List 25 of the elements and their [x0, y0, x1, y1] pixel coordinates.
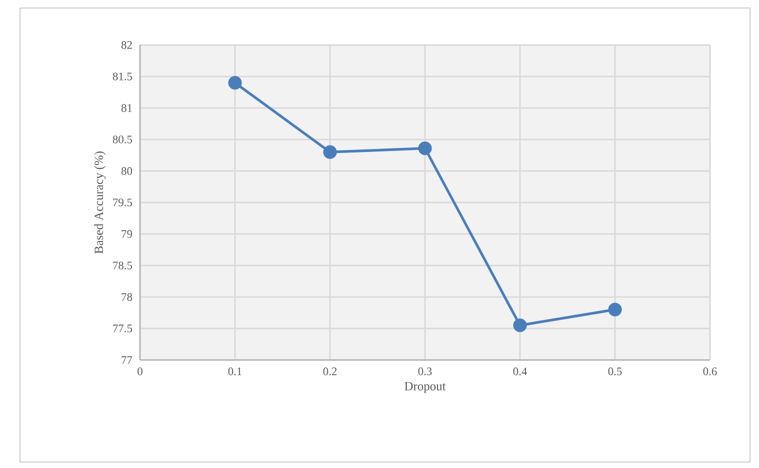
point: [323, 145, 337, 159]
x-tick-label: 0.3: [418, 368, 432, 376]
y-tick-label: 80: [121, 167, 132, 175]
y-axis-title: Based Accuracy (%): [94, 152, 106, 254]
y-tick-label: 79: [122, 230, 132, 238]
point: [228, 76, 242, 90]
point: [418, 142, 432, 156]
x-tick-label: 0: [138, 368, 142, 376]
y-tick-label: 78: [122, 293, 132, 301]
x-tick-label: 0.1: [228, 368, 242, 376]
y-tick-label: 81.5: [112, 72, 132, 80]
x-tick-label: 0.4: [513, 368, 527, 376]
y-tick-label: 81: [121, 104, 132, 112]
y-tick-label: 82: [121, 41, 132, 49]
x-tick-label: 0.5: [608, 368, 622, 376]
point: [513, 318, 527, 332]
x-tick-label: 0.2: [323, 368, 337, 376]
x-tick-label: 0.6: [703, 368, 717, 376]
x-axis-title: Dropout: [404, 382, 446, 393]
y-tick-label: 78.5: [113, 262, 132, 270]
y-tick-label: 79.5: [113, 198, 132, 206]
y-tick-label: 77.5: [113, 324, 132, 332]
point: [608, 302, 622, 316]
y-tick-label: 77: [122, 356, 132, 364]
y-tick-label: 80.5: [112, 136, 132, 144]
